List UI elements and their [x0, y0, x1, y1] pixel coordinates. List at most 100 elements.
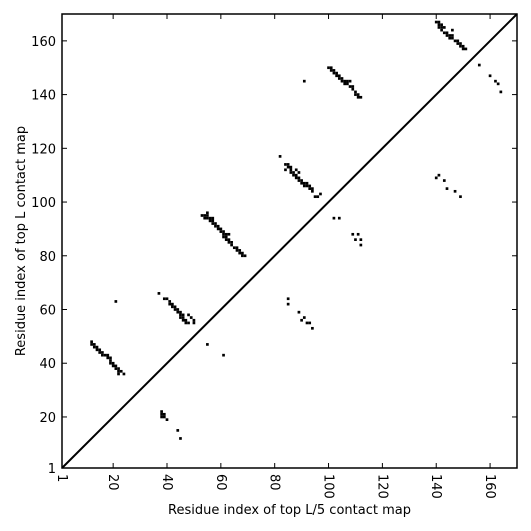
contact-point [92, 343, 96, 346]
contact-point [300, 318, 303, 322]
contact-point [222, 235, 225, 239]
contact-point [181, 316, 185, 319]
contact-point [308, 187, 312, 190]
contact-point [302, 316, 306, 319]
contact-point [216, 227, 220, 231]
contact-point [356, 93, 360, 96]
contact-point [332, 71, 336, 75]
contact-point [171, 302, 174, 306]
contact-point [203, 216, 207, 220]
contact-point [206, 216, 209, 220]
contact-point [114, 300, 118, 303]
contact-point [437, 23, 441, 27]
contact-point [162, 412, 166, 416]
contact-point [445, 34, 449, 37]
contact-point [354, 238, 357, 241]
contact-point [300, 179, 303, 182]
contact-point [289, 171, 293, 174]
contact-point [192, 321, 196, 325]
contact-point [114, 367, 118, 370]
contact-point [356, 95, 360, 99]
x-tick-label: 1 [54, 474, 69, 482]
contact-point [181, 318, 185, 322]
contact-point [165, 418, 169, 421]
contact-point [337, 216, 341, 220]
contact-point [456, 42, 460, 45]
contact-point [208, 219, 212, 223]
contact-point [224, 238, 228, 241]
contact-point [187, 321, 190, 325]
contact-point [351, 87, 355, 91]
contact-point [160, 415, 163, 419]
contact-point [162, 415, 166, 419]
contact-point [184, 318, 188, 322]
contact-point [214, 222, 217, 225]
contact-point [308, 184, 312, 188]
contact-point [165, 297, 169, 301]
contact-point [227, 232, 231, 236]
contact-point [329, 66, 333, 70]
contact-point [335, 74, 338, 78]
x-tick-label: 60 [213, 474, 228, 491]
y-tick-label: 160 [31, 35, 56, 50]
contact-point [332, 69, 336, 72]
contact-point [346, 79, 349, 83]
contact-point [496, 82, 500, 86]
contact-point [243, 254, 247, 258]
contact-point [437, 173, 441, 177]
contact-point [319, 192, 322, 196]
contact-point [459, 195, 462, 199]
contact-point [343, 82, 347, 86]
contact-point [448, 36, 452, 40]
contact-point [459, 42, 462, 45]
contact-point [189, 316, 193, 319]
contact-point [451, 34, 454, 37]
contact-point [208, 216, 212, 220]
contact-point [109, 359, 112, 362]
contact-point [111, 361, 115, 365]
contact-point [286, 163, 290, 166]
contact-point [284, 168, 287, 172]
y-tick-label: 140 [31, 89, 56, 104]
x-tick-label: 100 [321, 474, 336, 499]
contact-point [445, 187, 449, 190]
contact-point [176, 308, 180, 311]
contact-point [222, 353, 225, 357]
contact-point [98, 348, 102, 352]
contact-points [90, 20, 503, 440]
contact-point [90, 340, 93, 344]
contact-point [171, 305, 174, 309]
x-tick-label: 140 [428, 474, 443, 499]
x-tick-label: 20 [105, 474, 120, 491]
contact-point [232, 246, 236, 250]
contact-point [206, 214, 209, 217]
contact-point [206, 343, 209, 346]
contact-point [173, 305, 177, 309]
contact-point [181, 313, 185, 317]
contact-point [160, 412, 163, 416]
contact-point [122, 372, 126, 376]
contact-point [176, 429, 180, 432]
contact-point [160, 410, 163, 413]
contact-point [359, 238, 363, 241]
contact-point [179, 313, 182, 317]
contact-point [95, 345, 99, 349]
contact-point [227, 238, 231, 241]
contact-point [224, 232, 228, 236]
y-tick-label: 100 [31, 196, 56, 211]
contact-point [227, 241, 231, 244]
contact-point [168, 302, 172, 306]
contact-point [461, 44, 465, 48]
contact-point [313, 195, 317, 199]
contact-point [340, 79, 344, 83]
contact-point [95, 348, 99, 352]
contact-point [109, 356, 112, 360]
y-axis-label: Residue index of top L contact map [14, 126, 29, 356]
contact-point [289, 168, 293, 172]
contact-point [162, 297, 166, 301]
contact-point [316, 195, 320, 199]
contact-point [440, 23, 443, 27]
contact-point [219, 227, 223, 231]
